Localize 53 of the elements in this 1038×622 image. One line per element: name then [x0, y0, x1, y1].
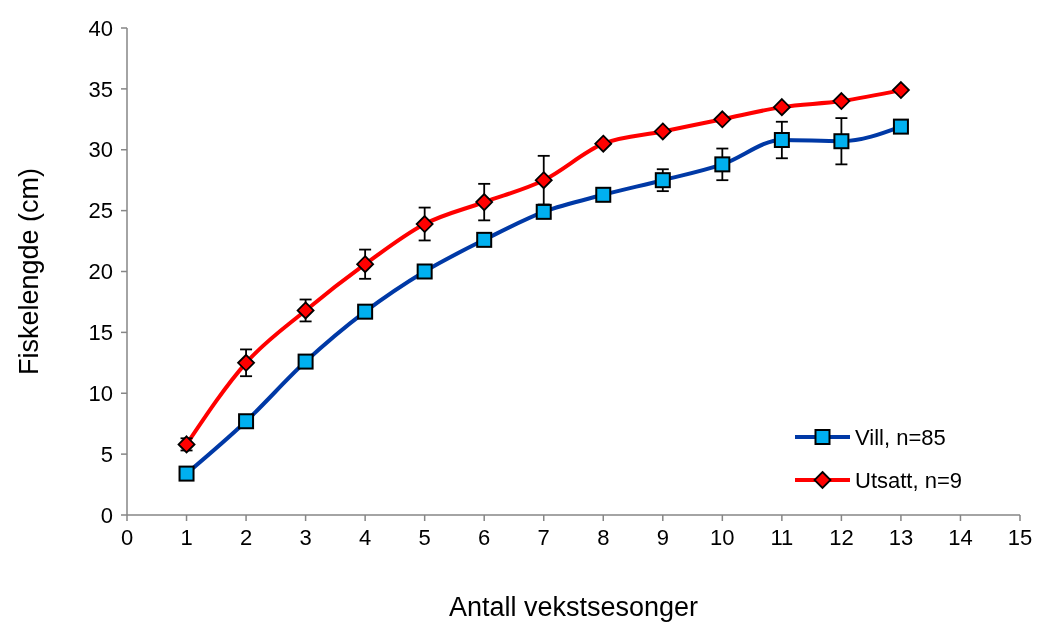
point — [178, 465, 195, 482]
x-axis-title: Antall vekstsesonger — [448, 592, 699, 622]
point — [713, 110, 732, 129]
legend-label: Utsatt, n=9 — [855, 467, 963, 493]
point — [772, 98, 791, 117]
y-tick-label: 25 — [88, 198, 113, 224]
y-tick-label: 35 — [88, 76, 113, 102]
y-tick-label: 30 — [88, 137, 113, 163]
x-tick-label: 0 — [120, 525, 134, 550]
point — [892, 118, 909, 135]
point — [237, 353, 255, 372]
x-tick-label: 2 — [239, 525, 253, 550]
x-tick-label: 1 — [180, 525, 193, 550]
x-tick-label: 6 — [478, 525, 491, 550]
point — [594, 134, 613, 153]
y-tick-label: 0 — [100, 502, 113, 528]
point — [416, 263, 433, 280]
y-axis-title: Fiskelengde (cm) — [14, 167, 44, 376]
x-tick-label: 13 — [888, 525, 914, 550]
x-tick-label: 11 — [770, 525, 794, 550]
x-tick-label: 4 — [359, 525, 372, 550]
y-tick-label: 10 — [88, 380, 113, 406]
legend-label: Vill, n=85 — [855, 424, 946, 450]
point — [654, 172, 671, 189]
point — [773, 132, 790, 149]
x-tick-label: 3 — [299, 525, 312, 550]
point — [297, 353, 314, 370]
y-tick-label: 5 — [100, 441, 113, 467]
point — [892, 81, 910, 99]
x-tick-label: 14 — [948, 525, 973, 550]
point — [357, 303, 374, 320]
x-tick-label: 9 — [656, 525, 669, 550]
point — [535, 203, 552, 220]
x-tick-label: 10 — [710, 525, 735, 550]
point — [475, 193, 494, 211]
point — [415, 215, 434, 233]
x-tick-label: 8 — [597, 525, 610, 550]
point — [595, 186, 612, 203]
point — [476, 231, 493, 248]
y-tick-label: 20 — [88, 259, 113, 285]
x-tick-label: 15 — [1007, 525, 1033, 550]
point — [832, 92, 851, 110]
x-tick-label: 12 — [829, 525, 854, 550]
point — [833, 133, 850, 150]
point — [534, 171, 553, 190]
y-tick-label: 40 — [88, 15, 113, 41]
x-tick-label: 7 — [537, 525, 550, 550]
point — [714, 156, 731, 173]
y-tick-label: 15 — [88, 320, 113, 346]
x-tick-label: 5 — [418, 525, 431, 550]
point — [238, 413, 255, 430]
point — [356, 255, 375, 274]
point — [653, 122, 672, 141]
